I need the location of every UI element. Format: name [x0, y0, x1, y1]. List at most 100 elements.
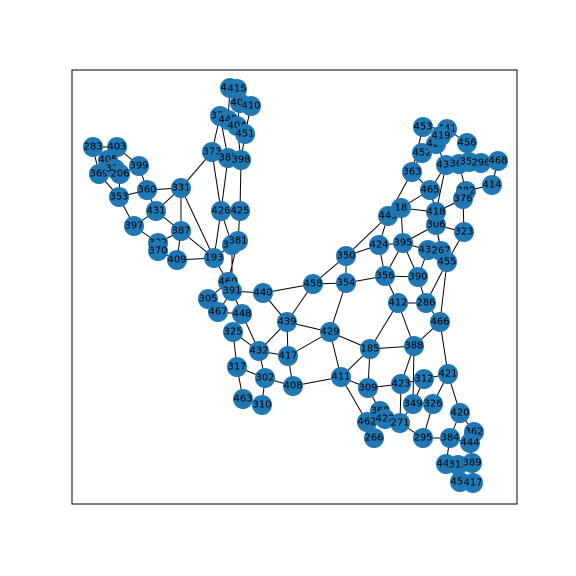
node-310: 310 [252, 395, 272, 415]
node-295: 295 [413, 428, 433, 448]
node-label: 283 [83, 142, 102, 153]
node-circle [413, 428, 433, 448]
node-440: 440 [253, 283, 273, 303]
node-label: 312 [414, 374, 433, 385]
node-444: 444 [460, 433, 480, 453]
node-circle [83, 137, 103, 157]
node-circle [416, 293, 436, 313]
plot-frame [71, 69, 518, 505]
node-circle [249, 341, 269, 361]
node-384: 384 [440, 428, 460, 448]
node-412: 412 [388, 293, 408, 313]
node-317: 317 [227, 357, 247, 377]
node-label: 431 [146, 206, 165, 217]
node-286: 286 [416, 293, 436, 313]
node-label: 433 [418, 245, 437, 256]
node-label: 193 [204, 253, 223, 264]
node-label: 323 [454, 227, 473, 238]
node-circle [450, 403, 470, 423]
node-410: 410 [241, 96, 261, 116]
node-label: 404 [227, 121, 246, 132]
node-circle [109, 187, 129, 207]
node-circle [423, 394, 443, 414]
node-label: 373 [202, 147, 221, 158]
node-label: 456 [457, 138, 476, 149]
node-label: 429 [320, 327, 339, 338]
node-circle [336, 273, 356, 293]
node-label: 271 [390, 418, 409, 429]
node-circle [278, 346, 298, 366]
node-circle [360, 339, 380, 359]
node-circle [204, 248, 224, 268]
node-label: 432 [249, 346, 268, 357]
node-label: 458 [303, 279, 322, 290]
node-label: 455 [437, 257, 456, 268]
node-label: 398 [231, 155, 250, 166]
node-label: 331 [171, 183, 190, 194]
node-370: 370 [148, 241, 168, 261]
node-circle [357, 412, 377, 432]
node-circle [413, 117, 433, 137]
node-circle [231, 150, 251, 170]
node-circle [414, 369, 434, 389]
node-label: 387 [171, 226, 190, 237]
node-label: 360 [137, 185, 156, 196]
node-label: 399 [129, 161, 148, 172]
node-label: 388 [404, 341, 423, 352]
node-label: 305 [198, 294, 217, 305]
node-circle [124, 216, 144, 236]
node-circle [253, 283, 273, 303]
node-414: 414 [482, 175, 502, 195]
node-356: 356 [375, 266, 395, 286]
node-circle [375, 409, 395, 429]
node-circle [454, 222, 474, 242]
node-417b: 417 [463, 473, 483, 493]
node-label: 451 [235, 129, 254, 140]
node-388: 388 [404, 336, 424, 356]
node-label: 417 [463, 478, 482, 489]
node-circle [227, 357, 247, 377]
node-label: 424 [369, 240, 388, 251]
node-circle [390, 413, 410, 433]
node-label: 467 [208, 307, 227, 318]
node-circle [331, 367, 351, 387]
node-323: 323 [454, 222, 474, 242]
node-label: 452 [412, 148, 431, 159]
node-label: 436 [436, 160, 455, 171]
node-label: 206 [110, 169, 129, 180]
node-439: 439 [277, 312, 297, 332]
node-circle [471, 153, 491, 173]
node-label: 420 [450, 408, 469, 419]
node-label: 405 [98, 155, 117, 166]
node-label: 412 [388, 298, 407, 309]
node-451: 451 [235, 124, 255, 144]
node-circle [453, 189, 473, 209]
node-label: 384 [440, 433, 459, 444]
node-circle [137, 180, 157, 200]
node-circle [277, 312, 297, 332]
node-circle [391, 374, 411, 394]
node-label: 465 [420, 185, 439, 196]
node-circle [89, 164, 109, 184]
node-424: 424 [369, 235, 389, 255]
node-label: 440 [253, 288, 272, 299]
node-373: 373 [202, 142, 222, 162]
node-label: 317 [227, 362, 246, 373]
node-label: 391 [222, 286, 241, 297]
node-label: 266 [364, 433, 383, 444]
node-label: 389 [462, 458, 481, 469]
node-label: 410 [241, 101, 260, 112]
node-circle [437, 252, 457, 272]
node-331: 331 [171, 178, 191, 198]
node-422: 422 [375, 409, 395, 429]
node-circle [230, 201, 250, 221]
node-label: 356 [375, 271, 394, 282]
node-circle [223, 322, 243, 342]
node-circle [336, 246, 356, 266]
node-283: 283 [83, 137, 103, 157]
node-419: 419 [431, 126, 451, 146]
node-label: 411 [331, 372, 350, 383]
node-label: 401 [230, 98, 249, 109]
node-271: 271 [390, 413, 410, 433]
node-label: 439 [277, 317, 296, 328]
